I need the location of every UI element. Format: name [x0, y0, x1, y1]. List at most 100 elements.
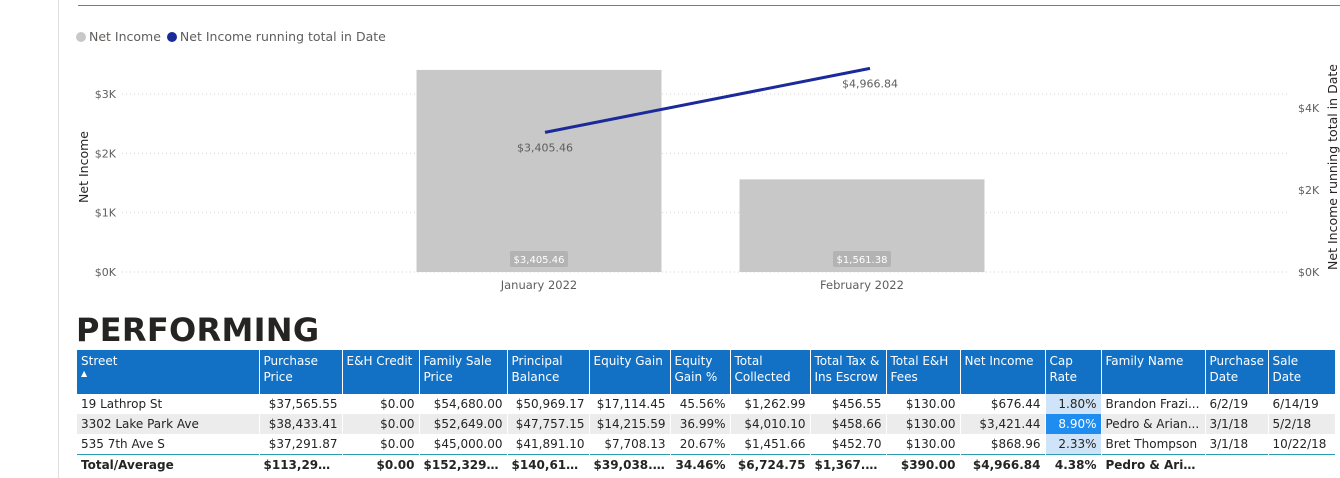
x-tick-label: January 2022 — [500, 278, 578, 292]
table-cell: Brandon Frazi... — [1101, 394, 1206, 414]
column-header[interactable]: Equity Gain — [589, 350, 671, 394]
column-header[interactable]: Purchase Price — [259, 350, 343, 394]
table-cell: 3/1/18 — [1205, 414, 1269, 434]
table-cell: $17,114.45 — [589, 394, 671, 414]
performing-table: Street ▲ Purchase Price E&H Credit Family Sa… — [77, 350, 1336, 475]
table-cell: 4.38% — [1045, 454, 1102, 475]
table-cell: $39,038.17 — [589, 454, 671, 475]
table-cell: 19 Lathrop St — [77, 394, 260, 414]
legend-item-net-income[interactable]: Net Income — [76, 29, 161, 44]
table-cell: $50,969.17 — [507, 394, 590, 414]
column-header-label: Equity Gain % — [674, 354, 718, 384]
legend-dot-icon — [166, 31, 177, 42]
sort-ascending-icon[interactable]: ▲ — [81, 369, 88, 378]
table-cell: $140,617.42 — [507, 454, 590, 475]
table-cell: 6/14/19 — [1268, 394, 1336, 414]
column-header[interactable]: Family Sale Price — [419, 350, 508, 394]
table-cell: $45,000.00 — [419, 434, 508, 455]
table-row[interactable]: 19 Lathrop St $37,565.55 $0.00 $54,680.00 $5… — [77, 394, 1336, 414]
y2-tick-label: $4K — [1298, 102, 1320, 115]
table-cell: $14,215.59 — [589, 414, 671, 434]
table-cell: $458.66 — [810, 414, 887, 434]
column-header-label: Total Tax & Ins Escrow — [814, 354, 880, 384]
section-title: PERFORMING — [76, 311, 320, 349]
column-header-label: Purchase Date — [1209, 354, 1265, 384]
table-cell: 1.80% — [1045, 394, 1102, 414]
table-cell: $1,451.66 — [730, 434, 811, 455]
table-cell: 20.67% — [670, 434, 731, 455]
column-header[interactable]: Street ▲ — [77, 350, 260, 394]
line-series — [544, 66, 871, 134]
y-tick-label: $1K — [95, 207, 117, 220]
legend-dot-icon — [76, 31, 86, 42]
column-header[interactable]: Purchase Date — [1205, 350, 1269, 394]
y2-tick-label: $2K — [1298, 184, 1320, 197]
table-cell: 3302 Lake Park Ave — [77, 414, 260, 434]
table-cell: $130.00 — [886, 394, 961, 414]
y-axis-title: Net Income — [76, 131, 91, 203]
table-cell: $7,708.13 — [589, 434, 671, 455]
bar-data-label: $1,561.38 — [837, 255, 888, 266]
table-cell: 535 7th Ave S — [77, 434, 260, 455]
column-header[interactable]: E&H Credit — [342, 350, 420, 394]
bar-data-label-bg — [833, 251, 891, 267]
table-cell: 3/1/18 — [1205, 434, 1269, 455]
column-header-label: Cap Rate — [1049, 354, 1078, 384]
table-cell: $390.00 — [886, 454, 961, 475]
table-cell: $3,421.44 — [960, 414, 1046, 434]
table-cell: $54,680.00 — [419, 394, 508, 414]
table-cell: $456.55 — [810, 394, 887, 414]
column-header[interactable]: Net Income — [960, 350, 1046, 394]
table-cell: $130.00 — [886, 414, 961, 434]
table-cell: $0.00 — [342, 414, 420, 434]
table-cell: 34.46% — [670, 454, 731, 475]
column-header[interactable]: Family Name — [1101, 350, 1206, 394]
table-cell: 10/22/18 — [1268, 434, 1336, 455]
table-row[interactable]: 3302 Lake Park Ave $38,433.41 $0.00 $52,649… — [77, 414, 1336, 434]
bar-data-label-bg — [510, 251, 568, 267]
table-cell: Pedro & Arian... — [1101, 454, 1206, 475]
table-cell: 36.99% — [670, 414, 731, 434]
table-cell: Bret Thompson — [1101, 434, 1206, 455]
table-cell: 2.33% — [1045, 434, 1102, 455]
table-cell — [1205, 454, 1269, 475]
column-header[interactable]: Principal Balance — [507, 350, 590, 394]
table-total-row[interactable]: Total/Average $113,290.83 $0.00 $152,329.00… — [77, 454, 1336, 475]
y2-axis-title: Net Income running total in Date — [1325, 64, 1340, 270]
y2-tick-label: $0K — [1298, 266, 1320, 279]
column-header[interactable]: Total E&H Fees — [886, 350, 961, 394]
column-header-label: Total E&H Fees — [890, 354, 949, 384]
legend-label: Net Income — [89, 29, 161, 44]
column-header[interactable]: Total Collected — [730, 350, 811, 394]
column-header[interactable]: Equity Gain % — [670, 350, 731, 394]
table-row[interactable]: 535 7th Ave S $37,291.87 $0.00 $45,000.00 $4… — [77, 434, 1336, 455]
table-cell: $0.00 — [342, 454, 420, 475]
column-header[interactable]: Total Tax & Ins Escrow — [810, 350, 887, 394]
column-header-label: Purchase Price — [263, 354, 319, 384]
table-cell: $37,565.55 — [259, 394, 343, 414]
table-cell: $1,367.91 — [810, 454, 887, 475]
column-header[interactable]: Sale Date — [1268, 350, 1336, 394]
column-header-label: Street — [81, 354, 118, 368]
column-header-label: Family Name — [1105, 354, 1184, 368]
y-tick-label: $2K — [95, 147, 117, 160]
table-cell: $38,433.41 — [259, 414, 343, 434]
table-cell: $47,757.15 — [507, 414, 590, 434]
line-data-label: $3,405.46 — [517, 141, 573, 154]
table-cell: $130.00 — [886, 434, 961, 455]
table-cell: $452.70 — [810, 434, 887, 455]
table-cell: $1,262.99 — [730, 394, 811, 414]
bar — [416, 69, 662, 272]
column-header-label: Equity Gain — [593, 354, 663, 368]
table-cell: $676.44 — [960, 394, 1046, 414]
column-header-label: E&H Credit — [346, 354, 413, 368]
table-cell: $0.00 — [342, 434, 420, 455]
table-cell: $37,291.87 — [259, 434, 343, 455]
table-cell: 45.56% — [670, 394, 731, 414]
legend-item-running-total[interactable]: Net Income running total in Date — [166, 29, 386, 44]
column-header-label: Principal Balance — [511, 354, 563, 384]
x-tick-label: February 2022 — [820, 278, 904, 292]
line-data-label: $4,966.84 — [842, 77, 898, 90]
column-header[interactable]: Cap Rate — [1045, 350, 1102, 394]
column-header-label: Sale Date — [1272, 354, 1302, 384]
